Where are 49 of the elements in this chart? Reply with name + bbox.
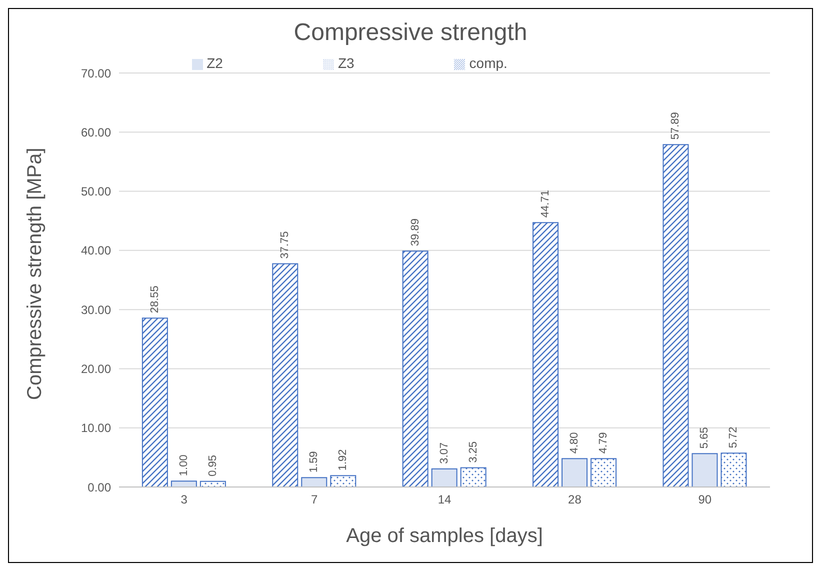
y-tick-label: 40.00 [80, 244, 112, 258]
data-label: 3.25 [467, 441, 480, 463]
data-label: 37.75 [279, 231, 292, 259]
bar [330, 475, 356, 487]
bar [692, 453, 718, 487]
legend-label: Z3 [338, 55, 354, 71]
bar [562, 458, 588, 487]
data-label: 4.80 [568, 432, 581, 454]
y-tick-label: 10.00 [80, 421, 112, 436]
y-tick-label: 30.00 [80, 302, 112, 317]
bar [720, 452, 747, 487]
bar [662, 144, 689, 487]
data-label: 5.72 [728, 426, 740, 448]
x-tick-label: 28 [568, 492, 582, 507]
y-axis-title: Compressive strength [MPa] [24, 148, 46, 400]
y-tick-label: 60.00 [80, 125, 112, 140]
data-label: 0.95 [206, 454, 219, 476]
data-label: 57.89 [670, 112, 682, 140]
y-tick-label: 70.00 [80, 66, 112, 80]
chart-title: Compressive strength [292, 19, 528, 47]
data-label: 5.65 [698, 427, 711, 449]
data-label: 3.07 [438, 442, 450, 464]
bar [170, 480, 197, 487]
bar [590, 458, 617, 487]
y-tick-label: 20.00 [80, 362, 112, 376]
data-label: 1.92 [337, 449, 350, 471]
bar [200, 480, 226, 487]
bar [532, 222, 559, 487]
bar [272, 263, 298, 487]
y-tick-label: 0.00 [88, 480, 112, 494]
legend-label: Z2 [206, 55, 223, 71]
data-label: 4.79 [598, 432, 610, 454]
x-tick-label: 14 [438, 492, 452, 507]
x-tick-label: 90 [698, 492, 712, 507]
bar [402, 250, 428, 487]
bar [460, 467, 486, 487]
bar [431, 468, 458, 487]
bar [301, 477, 328, 487]
data-label: 28.55 [148, 286, 161, 314]
data-label: 39.89 [409, 218, 422, 246]
x-tick-label: 3 [180, 492, 188, 507]
data-label: 1.00 [178, 454, 190, 476]
legend-label: comp. [469, 55, 508, 71]
y-tick-label: 50.00 [80, 184, 112, 199]
data-label: 1.59 [308, 451, 320, 473]
data-label: 44.71 [540, 190, 552, 218]
x-tick-label: 7 [310, 492, 318, 507]
bar [142, 318, 168, 487]
x-axis-title: Age of samples [days] [346, 525, 543, 547]
